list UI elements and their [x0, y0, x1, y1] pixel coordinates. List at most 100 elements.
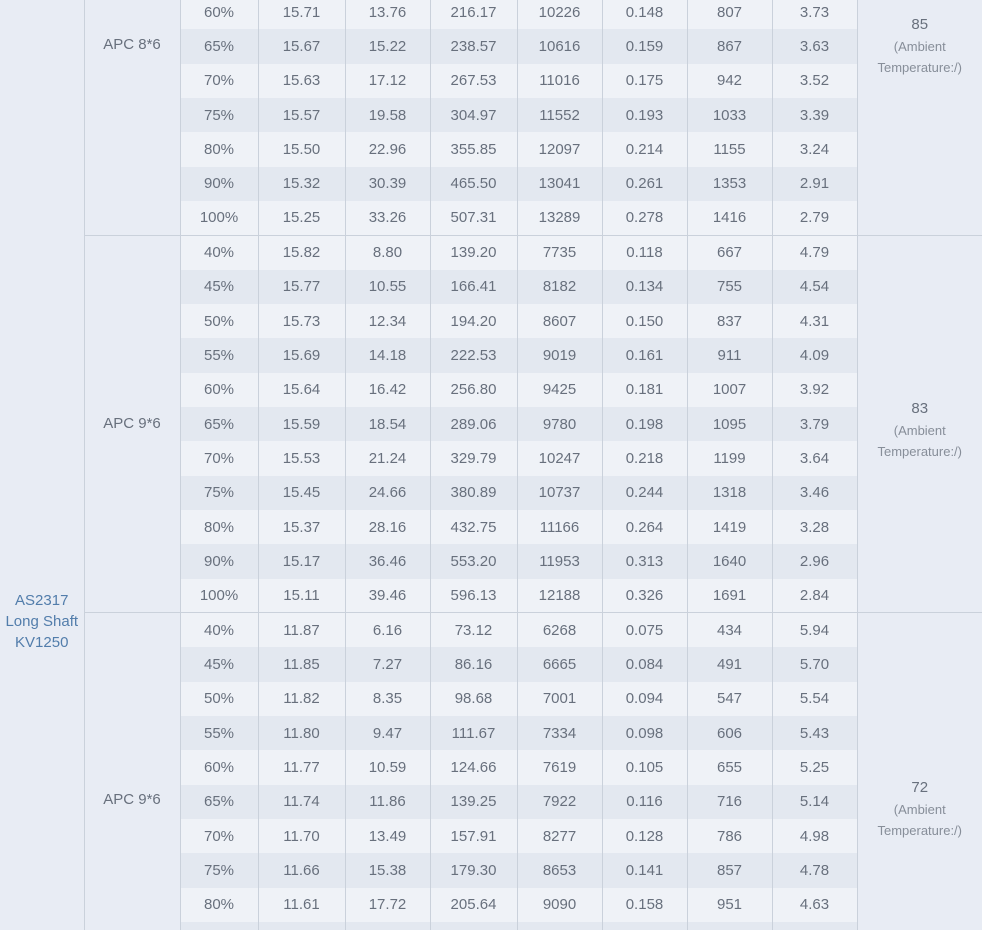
data-cell — [257, 921, 345, 930]
propeller-label: APC 8*6 — [103, 36, 161, 53]
data-cell: 11166 — [516, 509, 602, 545]
data-cell: 14.18 — [344, 338, 430, 373]
data-cell: 11.87 — [257, 612, 345, 648]
table-row: 60% 11.77 10.59 124.66 7619 0.105 655 5.25 — [0, 750, 982, 785]
temperature-cell: 83 (Ambient Temperature:/) — [856, 234, 982, 613]
data-cell: 11.74 — [257, 784, 345, 819]
data-cell: 4.78 — [771, 853, 857, 888]
data-cell: 15.32 — [257, 166, 345, 201]
throttle-cell: 100% — [179, 578, 258, 613]
data-cell: 7001 — [516, 681, 602, 716]
data-cell: 0.128 — [601, 818, 687, 854]
data-cell: 1419 — [686, 509, 772, 545]
throttle-cell: 100% — [179, 200, 258, 236]
data-cell: 5.25 — [771, 750, 857, 785]
data-cell: 15.50 — [257, 132, 345, 167]
data-cell: 0.161 — [601, 338, 687, 373]
data-cell: 4.31 — [771, 303, 857, 339]
data-cell: 3.24 — [771, 132, 857, 167]
data-cell: 0.193 — [601, 97, 687, 133]
temperature-block: 85 (Ambient Temperature:/) — [858, 14, 982, 78]
motor-name-link[interactable]: AS2317 Long Shaft KV1250 — [5, 592, 79, 651]
data-cell: 11.86 — [344, 784, 430, 819]
data-cell: 15.63 — [257, 63, 345, 98]
data-cell: 432.75 — [429, 509, 517, 545]
data-cell — [686, 921, 772, 930]
data-cell: 0.084 — [601, 647, 687, 682]
data-cell: 2.96 — [771, 544, 857, 579]
data-cell: 19.58 — [344, 97, 430, 133]
data-cell: 10247 — [516, 441, 602, 476]
data-cell: 5.43 — [771, 715, 857, 751]
table-row: 50% 15.73 12.34 194.20 8607 0.150 837 4.31 — [0, 303, 982, 339]
data-cell: 11.61 — [257, 887, 345, 922]
table-row: APC 9*6 40% 15.82 8.80 139.20 7735 0.118 667 4.7… — [0, 234, 982, 613]
data-cell: 786 — [686, 818, 772, 854]
data-cell: 12097 — [516, 132, 602, 167]
data-cell: 17.12 — [344, 63, 430, 98]
throttle-cell: 50% — [179, 681, 258, 716]
temperature-value: 85 — [911, 16, 929, 33]
table-row: 75% 15.57 19.58 304.97 11552 0.193 1033 3.39 — [0, 97, 982, 133]
data-cell: 194.20 — [429, 303, 517, 339]
data-cell: 124.66 — [429, 750, 517, 785]
data-cell: 10.59 — [344, 750, 430, 785]
table-row: 45% 11.85 7.27 86.16 6665 0.084 491 5.70 — [0, 647, 982, 682]
data-cell: 3.46 — [771, 475, 857, 510]
table-row: 55% 11.80 9.47 111.67 7334 0.098 606 5.43 — [0, 715, 982, 751]
data-cell: 15.38 — [344, 853, 430, 888]
data-cell: 11.77 — [257, 750, 345, 785]
table-row: 70% 15.53 21.24 329.79 10247 0.218 1199 3.64 — [0, 441, 982, 476]
data-cell: 1416 — [686, 200, 772, 236]
data-cell: 1691 — [686, 578, 772, 613]
data-cell: 0.075 — [601, 612, 687, 648]
data-cell: 2.91 — [771, 166, 857, 201]
data-cell: 596.13 — [429, 578, 517, 613]
data-cell: 216.17 — [429, 0, 517, 30]
data-cell: 0.175 — [601, 63, 687, 98]
table-row: 50% 11.82 8.35 98.68 7001 0.094 547 5.54 — [0, 681, 982, 716]
data-cell: 11016 — [516, 63, 602, 98]
data-cell: 7334 — [516, 715, 602, 751]
data-cell: 15.37 — [257, 509, 345, 545]
temperature-value: 83 — [911, 399, 929, 417]
data-cell: 0.326 — [601, 578, 687, 613]
data-cell: 8277 — [516, 818, 602, 854]
throttle-cell: 40% — [179, 234, 258, 270]
table-row: 65% 15.67 15.22 238.57 10616 0.159 867 3.63 — [0, 29, 982, 64]
table-row: 100% 15.11 39.46 596.13 12188 0.326 1691 2.84 — [0, 578, 982, 613]
data-cell: 9.47 — [344, 715, 430, 751]
data-cell: 13.76 — [344, 0, 430, 30]
data-cell: 0.159 — [601, 29, 687, 64]
data-cell: 3.63 — [771, 29, 857, 64]
data-cell: 11.70 — [257, 818, 345, 854]
data-cell: 15.53 — [257, 441, 345, 476]
data-cell: 329.79 — [429, 441, 517, 476]
data-cell: 8.80 — [344, 234, 430, 270]
table-row: 65% 11.74 11.86 139.25 7922 0.116 716 5.14 — [0, 784, 982, 819]
data-cell: 2.84 — [771, 578, 857, 613]
data-cell: 30.39 — [344, 166, 430, 201]
propeller-cell: APC 8*6 — [83, 0, 180, 236]
table-row: APC 9*6 40% 11.87 6.16 73.12 6268 0.075 434 5.94… — [0, 612, 982, 930]
table-row: 80% 15.37 28.16 432.75 11166 0.264 1419 3.28 — [0, 509, 982, 545]
data-cell: 5.14 — [771, 784, 857, 819]
data-cell: 267.53 — [429, 63, 517, 98]
temperature-block: 83 (Ambient Temperature:/) — [858, 398, 982, 462]
data-cell: 0.244 — [601, 475, 687, 510]
data-cell: 3.39 — [771, 97, 857, 133]
temperature-note: (Ambient Temperature:/) — [877, 422, 963, 459]
data-cell: 1640 — [686, 544, 772, 579]
data-cell: 16.42 — [344, 372, 430, 407]
throttle-cell: 90% — [179, 166, 258, 201]
throttle-cell: 45% — [179, 269, 258, 304]
data-cell: 15.77 — [257, 269, 345, 304]
data-cell: 7922 — [516, 784, 602, 819]
data-cell: 157.91 — [429, 818, 517, 854]
data-cell: 139.20 — [429, 234, 517, 270]
data-cell: 867 — [686, 29, 772, 64]
data-cell: 6665 — [516, 647, 602, 682]
data-cell — [771, 921, 857, 930]
data-cell: 15.71 — [257, 0, 345, 30]
